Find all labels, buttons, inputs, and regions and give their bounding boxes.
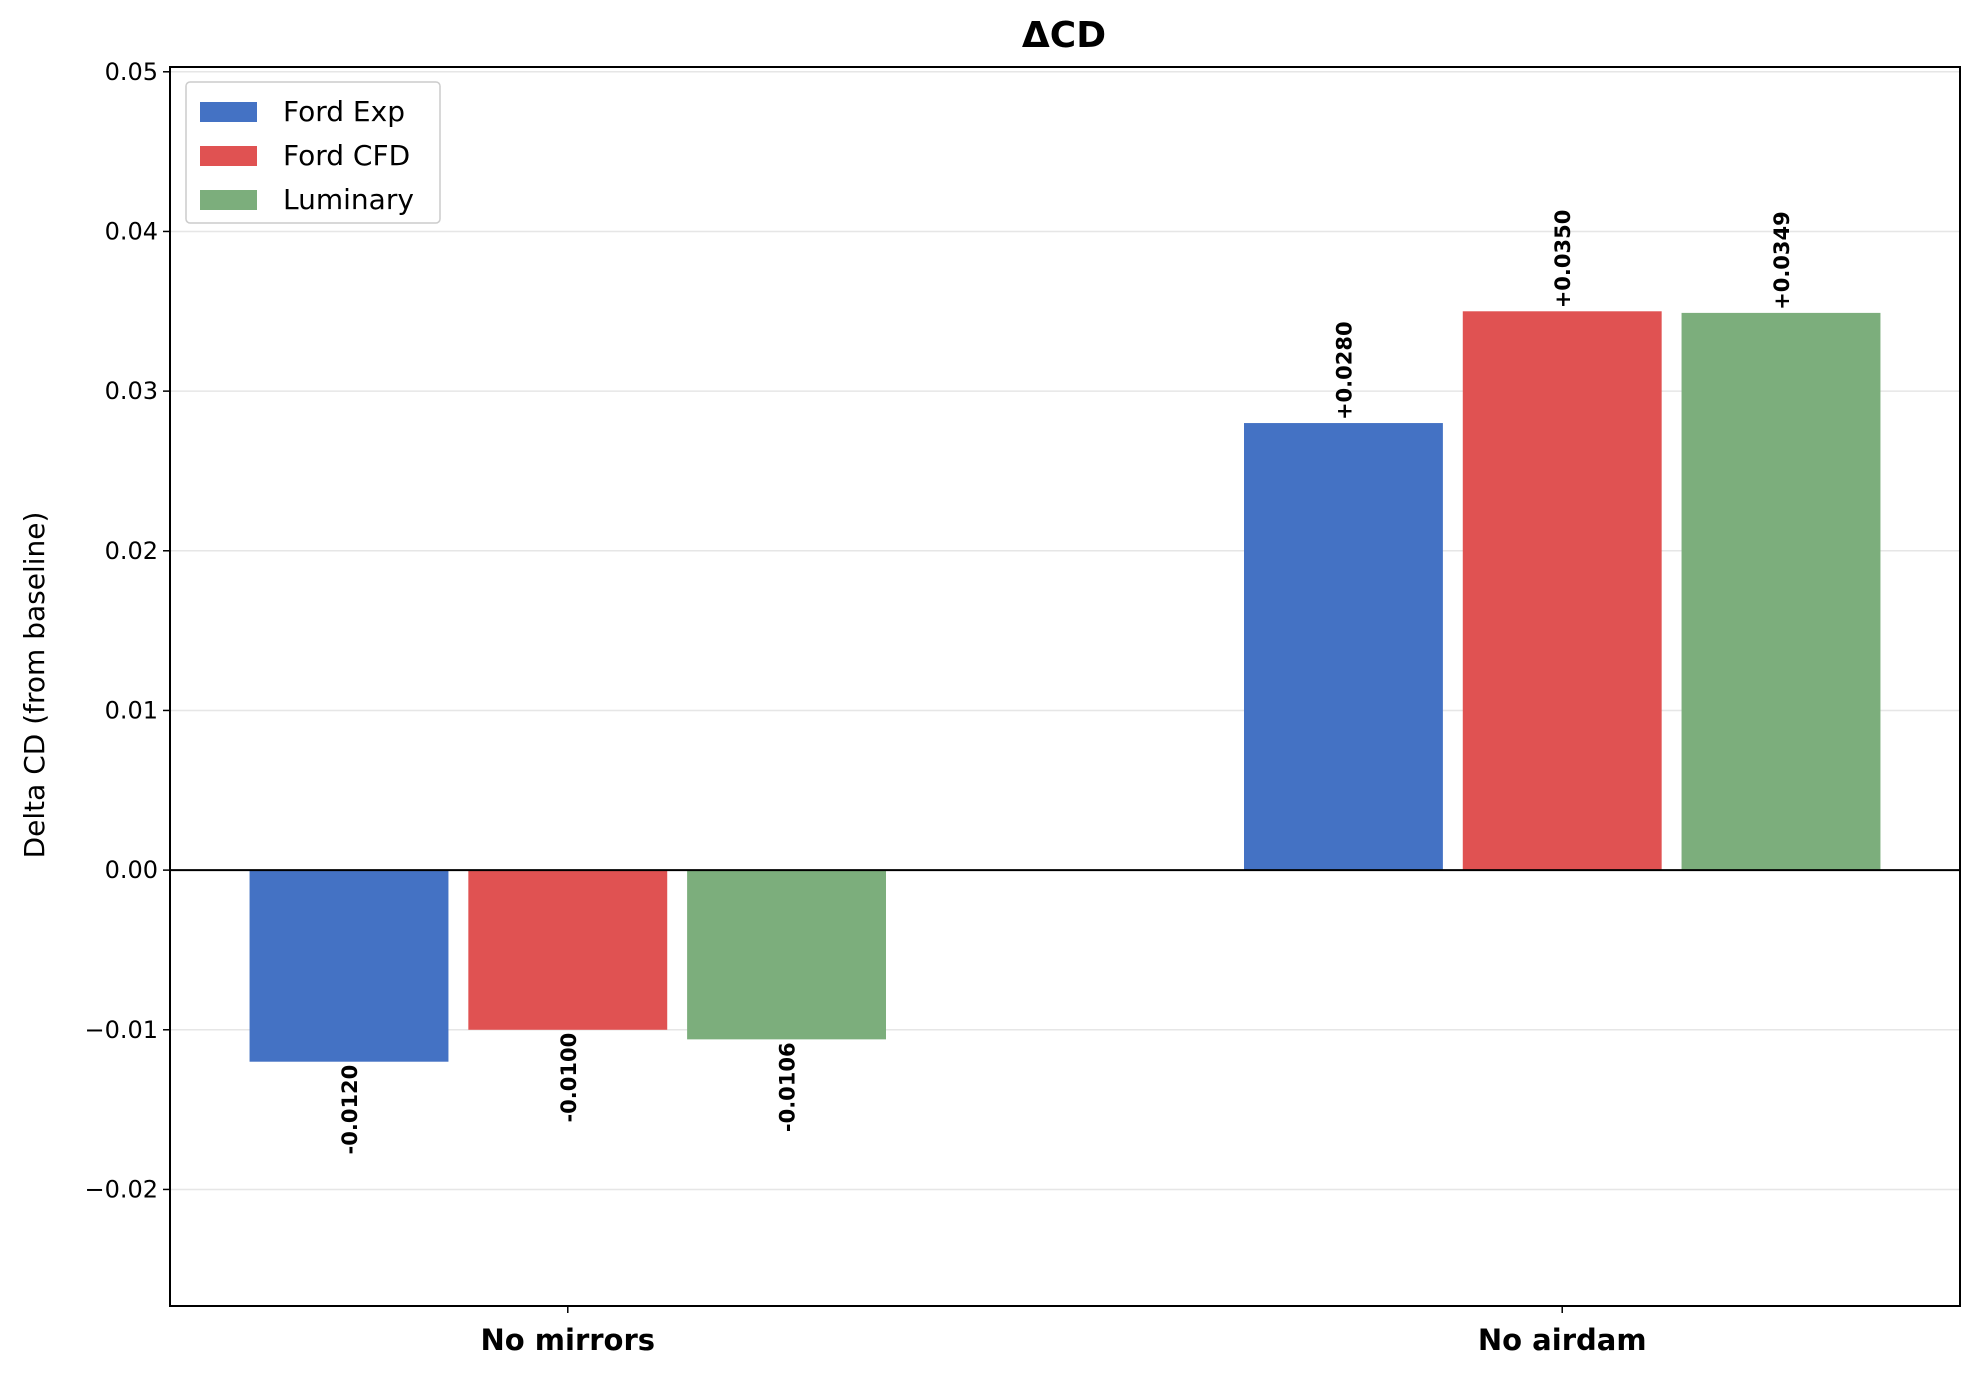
legend-swatch [200,146,257,166]
data-label: +0.0280 [1332,321,1356,420]
data-label: +0.0350 [1551,210,1575,309]
bar [687,870,886,1040]
y-tick-label: −0.02 [84,1175,158,1203]
x-tick-label: No mirrors [481,1323,656,1357]
y-tick-label: −0.01 [84,1016,158,1044]
bar [468,870,668,1030]
x-axis-ticks: No mirrors No airdam [481,1306,1647,1357]
y-tick-label: 0.00 [105,856,158,884]
data-label: -0.0120 [338,1065,362,1155]
y-tick-label: 0.02 [105,537,158,565]
legend-swatch [200,102,257,122]
y-axis-ticks: −0.02 −0.01 0.00 0.01 0.02 0.03 0.04 0.05 [84,58,170,1203]
data-label: -0.0106 [776,1042,800,1132]
legend-label: Ford CFD [283,139,410,172]
bar [1244,423,1443,871]
data-label: +0.0349 [1770,211,1794,310]
y-tick-label: 0.04 [105,217,158,245]
bars [249,311,1881,1062]
bar [249,870,449,1062]
chart-title: ΔCD [1022,15,1106,56]
data-labels: -0.0120 -0.0100 -0.0106 +0.0280 +0.0350 +0.03… [338,210,1794,1155]
legend-label: Ford Exp [283,95,405,128]
legend: Ford Exp Ford CFD Luminary [185,81,441,224]
y-tick-label: 0.01 [105,696,158,724]
bar [1462,311,1662,871]
bar [1681,312,1881,871]
x-tick-label: No airdam [1478,1323,1647,1357]
y-tick-label: 0.03 [105,377,158,405]
y-axis-label: Delta CD (from baseline) [18,512,51,859]
legend-swatch [200,190,257,210]
plot-frame [169,66,1961,1307]
data-label: -0.0100 [557,1033,581,1123]
y-tick-label: 0.05 [105,58,158,86]
legend-label: Luminary [283,183,414,216]
